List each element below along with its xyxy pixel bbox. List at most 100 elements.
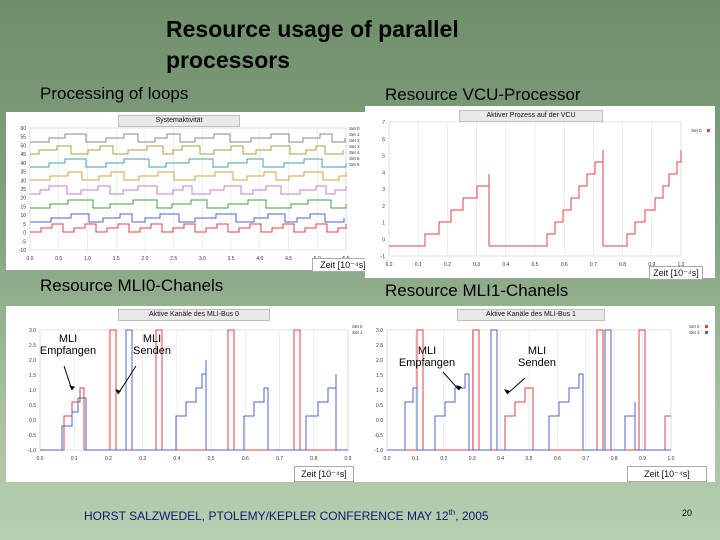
y-tick-label: 55	[20, 135, 26, 141]
loop-series-line	[30, 223, 347, 233]
y-tick-label: 6	[382, 137, 385, 143]
x-tick-label: 0.3	[473, 262, 480, 268]
mli1-set1-line	[387, 329, 671, 451]
loop-series-line	[30, 213, 345, 223]
x-tick-label: 1.0	[668, 456, 675, 462]
x-tick-label: 0.0	[386, 262, 393, 268]
x-tick-label: 0.3	[469, 456, 476, 462]
y-tick-label: 1.0	[376, 388, 383, 394]
y-tick-label: 1	[382, 221, 385, 227]
annotation-arrowhead	[69, 385, 75, 390]
loop-series-line	[30, 185, 347, 195]
y-tick-label: 0.0	[29, 418, 36, 424]
x-tick-label: 0.7	[276, 456, 283, 462]
y-tick-label: 20	[20, 196, 26, 202]
x-tick-label: 0.4	[173, 456, 180, 462]
mli1-xlabel: Zeit [10⁻⁴s]	[627, 466, 707, 482]
y-tick-label: 40	[20, 161, 26, 167]
y-tick-label: 7	[382, 120, 385, 126]
y-tick-label: 60	[20, 126, 26, 132]
y-tick-label: 3	[382, 187, 385, 193]
loop-series-line	[30, 145, 344, 155]
y-tick-label: -1	[381, 254, 386, 260]
y-tick-label: 2.0	[29, 358, 36, 364]
annotation-label: MLI	[418, 345, 436, 357]
y-tick-label: 15	[20, 204, 26, 210]
y-tick-label: 2	[382, 204, 385, 210]
legend-entry: Set 6	[349, 162, 360, 167]
legend-entry: Set 1	[352, 330, 363, 335]
x-tick-label: 0.9	[648, 262, 655, 268]
y-tick-label: -1.0	[27, 448, 36, 454]
annotation-arrowhead	[456, 385, 462, 390]
y-tick-label: 2.5	[376, 343, 383, 349]
legend-swatch	[707, 129, 710, 132]
x-tick-label: 0.6	[242, 456, 249, 462]
mli0-panel: Aktive Kanäle des MLI-Bus 0 3.0 2.5 2.0 1.5…	[6, 306, 376, 482]
x-tick-label: 0.1	[412, 456, 419, 462]
x-tick-label: 2.0	[141, 256, 148, 262]
x-tick-label: 0.0	[37, 456, 44, 462]
heading-mli1: Resource MLI1-Chanels	[385, 281, 569, 300]
legend-entry: Set 0	[352, 324, 363, 329]
vcu-panel: Aktiver Prozess auf der VCU 7 6 5 4 3 2 1 0 -1 0.…	[365, 106, 715, 280]
y-tick-label: 0.5	[376, 403, 383, 409]
mli1-set0-line	[387, 329, 671, 451]
legend-entry: Set 0	[349, 126, 360, 131]
x-tick-label: 0.8	[310, 456, 317, 462]
page-number: 20	[682, 508, 693, 518]
y-tick-label: 35	[20, 170, 26, 176]
legend-entry: Set 3	[349, 144, 360, 149]
legend-entry: Set 0	[691, 128, 702, 133]
y-tick-label: -0.5	[27, 433, 36, 439]
annotation-label: Senden	[133, 345, 171, 357]
y-tick-label: 1.0	[29, 388, 36, 394]
x-tick-label: 0.7	[582, 456, 589, 462]
x-tick-label: 3.5	[228, 256, 235, 262]
y-tick-label: -5	[22, 239, 27, 245]
x-tick-label: 0.4	[502, 262, 509, 268]
legend-entry: Set 2	[349, 138, 360, 143]
mli0-set1-line	[40, 329, 348, 451]
y-tick-label: 1.5	[376, 373, 383, 379]
annotation-label: Empfangen	[399, 357, 455, 369]
y-tick-label: 25	[20, 187, 26, 193]
loops-panel: Systemaktivität 60 55 50 45 40 35 30 25 20 15 10 5 0…	[6, 112, 376, 272]
legend-entry: Set 1	[349, 132, 360, 137]
x-tick-label: 0.7	[590, 262, 597, 268]
y-tick-label: 0.0	[376, 418, 383, 424]
y-tick-label: 3.0	[376, 328, 383, 334]
x-tick-label: 1.0	[84, 256, 91, 262]
vcu-xlabel: Zeit [10⁻⁴s]	[649, 266, 703, 280]
heading-mli0: Resource MLI0-Chanels	[40, 276, 224, 295]
annotation-label: Empfangen	[40, 345, 96, 357]
loop-series-line	[30, 158, 347, 168]
x-tick-label: 0.3	[139, 456, 146, 462]
annotation-arrowhead	[504, 389, 510, 394]
y-tick-label: 3.0	[29, 328, 36, 334]
y-tick-label: -0.5	[374, 433, 383, 439]
annotation-arrow	[442, 371, 460, 391]
footer-year: , 2005	[455, 509, 489, 523]
annotation-label: MLI	[143, 333, 161, 345]
x-tick-label: 0.9	[345, 456, 352, 462]
y-tick-label: 10	[20, 213, 26, 219]
annotation-arrow	[506, 377, 526, 395]
y-tick-label: 50	[20, 143, 26, 149]
annotation-label: MLI	[59, 333, 77, 345]
x-tick-label: 0.1	[415, 262, 422, 268]
y-tick-label: 0.5	[29, 403, 36, 409]
legend-entry: Set 5	[349, 156, 360, 161]
vcu-set0-line	[489, 150, 604, 247]
loop-series-line	[30, 171, 347, 181]
x-tick-label: 0.6	[561, 262, 568, 268]
legend-swatch	[705, 331, 708, 334]
x-tick-label: 0.6	[554, 456, 561, 462]
loop-series-line	[30, 133, 346, 143]
legend-entry: Set 4	[349, 150, 360, 155]
mli1-panel: Aktive Kanäle des MLI-Bus 1 3.0 2.5 2.0 1.5…	[365, 306, 715, 482]
x-tick-label: 0.5	[55, 256, 62, 262]
y-tick-label: 5	[23, 222, 26, 228]
y-tick-label: -10	[19, 248, 26, 254]
x-tick-label: 0.2	[444, 262, 451, 268]
